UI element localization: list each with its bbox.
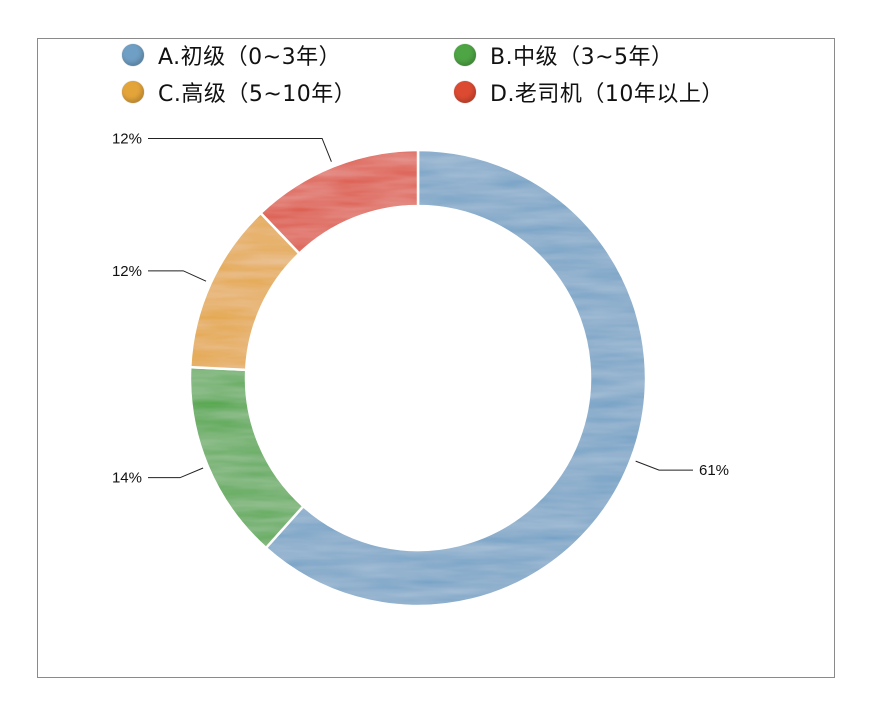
data-label-a: 61% — [699, 462, 729, 479]
slice-d[interactable] — [258, 148, 420, 256]
data-label-b: 14% — [112, 470, 142, 487]
legend-label-a: A.初级（0~3年） — [158, 45, 342, 70]
data-label-c: 12% — [112, 263, 142, 280]
slice-b[interactable] — [188, 365, 306, 550]
legend-swatch-a — [122, 44, 144, 66]
leader-line-c — [148, 270, 207, 282]
leader-lines — [148, 137, 694, 479]
legend-item-a[interactable]: A.初级（0~3年） — [122, 40, 341, 70]
legend-item-d[interactable]: D.老司机（10年以上） — [454, 77, 724, 107]
leader-line-a — [635, 460, 694, 471]
data-label-d: 12% — [112, 130, 142, 147]
leader-line-b — [148, 467, 204, 479]
legend-label-b: B.中级（3~5年） — [490, 45, 674, 70]
legend-swatch-b — [454, 44, 476, 66]
slice-a[interactable] — [264, 148, 648, 608]
leader-line-d — [148, 137, 332, 162]
legend-swatch-c — [122, 81, 144, 103]
legend-label-c: C.高级（5~10年） — [158, 82, 357, 107]
chart-legend: A.初级（0~3年） B.中级（3~5年） C.高级（5~10年） D.老司机（… — [0, 0, 876, 110]
legend-swatch-d — [454, 81, 476, 103]
donut-slices — [188, 148, 648, 608]
legend-item-c[interactable]: C.高级（5~10年） — [122, 77, 356, 107]
legend-item-b[interactable]: B.中级（3~5年） — [454, 40, 674, 70]
legend-label-d: D.老司机（10年以上） — [490, 82, 724, 107]
data-labels: 61% 14% 12% 12% — [112, 130, 729, 486]
